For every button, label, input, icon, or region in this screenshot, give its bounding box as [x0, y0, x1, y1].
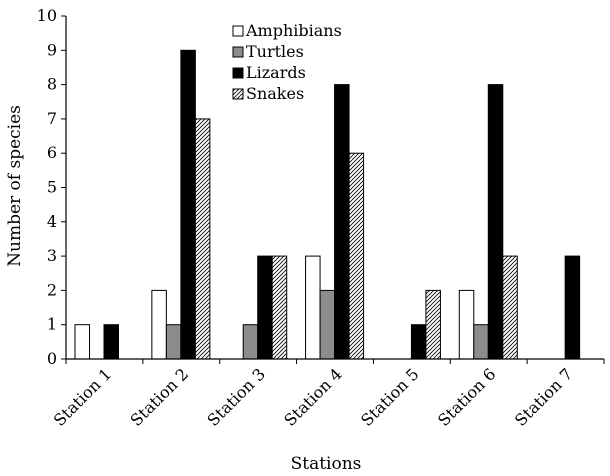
y-tick-label: 5 — [47, 178, 57, 197]
x-tick-label: Station 4 — [280, 364, 346, 430]
bar-amphibians-station-2 — [151, 289, 167, 360]
y-tick-label: 3 — [47, 246, 57, 265]
bar-lizards-station-2 — [180, 49, 196, 360]
bar-lizards-station-1 — [103, 324, 119, 360]
x-tick-label: Station 1 — [50, 364, 116, 430]
y-tick-label: 4 — [47, 212, 57, 231]
y-tick-label: 6 — [47, 143, 57, 162]
bar-amphibians-station-1 — [74, 324, 90, 360]
bar-amphibians-station-4 — [305, 255, 321, 360]
bar-lizards-station-3 — [257, 255, 273, 360]
y-tick-label: 8 — [47, 75, 57, 94]
bar-lizards-station-7 — [564, 255, 581, 360]
bar-turtles-station-2 — [165, 324, 182, 360]
legend-label-turtles: Turtles — [246, 42, 304, 61]
bar-snakes-station-4 — [348, 152, 365, 360]
bar-snakes-station-2 — [194, 118, 211, 360]
y-tick-label: 7 — [47, 109, 57, 128]
legend-swatch-turtles — [232, 46, 244, 58]
legend-swatch-snakes — [232, 88, 244, 100]
bar-turtles-station-4 — [319, 289, 336, 360]
legend-swatch-lizards — [232, 67, 244, 79]
bar-lizards-station-6 — [487, 84, 504, 360]
legend-label-lizards: Lizards — [246, 63, 306, 82]
x-axis-title: Stations — [291, 454, 362, 474]
y-tick-label: 9 — [47, 40, 57, 59]
bar-lizards-station-4 — [334, 84, 350, 360]
bar-amphibians-station-6 — [458, 289, 475, 360]
bars-layer — [74, 49, 581, 360]
x-tick-label: Station 5 — [357, 364, 423, 430]
bar-snakes-station-5 — [425, 289, 441, 360]
bar-turtles-station-6 — [473, 324, 489, 360]
bar-turtles-station-3 — [242, 324, 259, 360]
legend-label-snakes: Snakes — [246, 84, 304, 103]
x-tick-label: Station 7 — [511, 364, 577, 430]
y-axis-title: Number of species — [5, 105, 25, 267]
x-tick-label: Station 2 — [127, 364, 193, 430]
x-tick-label: Station 6 — [434, 364, 500, 430]
legend-label-amphibians: Amphibians — [245, 21, 342, 40]
y-tick-label: 0 — [47, 349, 57, 368]
bar-lizards-station-5 — [410, 324, 427, 360]
y-tick-label: 1 — [47, 315, 57, 334]
bar-snakes-station-6 — [502, 255, 518, 360]
y-tick-label: 10 — [37, 6, 57, 25]
y-tick-label: 2 — [47, 280, 57, 299]
legend: Amphibians Turtles Lizards Snakes — [232, 21, 342, 103]
bar-snakes-station-3 — [271, 255, 288, 360]
x-tick-label: Station 3 — [203, 364, 269, 430]
legend-swatch-amphibians — [232, 25, 244, 37]
